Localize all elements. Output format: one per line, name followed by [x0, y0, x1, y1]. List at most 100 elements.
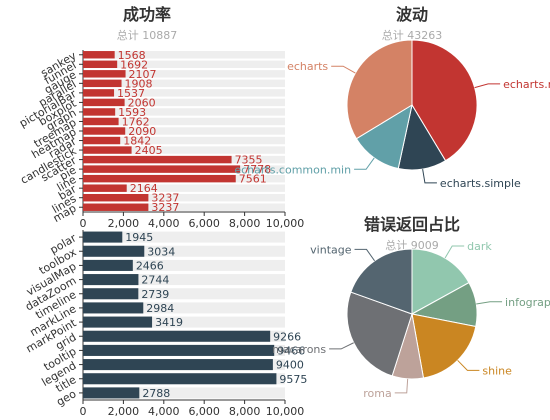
bar-background — [83, 98, 285, 107]
x-tick-label: 6,000 — [188, 405, 220, 418]
bar-background — [83, 302, 285, 314]
bar-background — [83, 136, 285, 145]
bar[interactable] — [83, 288, 139, 300]
bar[interactable] — [83, 108, 116, 116]
bar[interactable] — [83, 387, 140, 399]
bar[interactable] — [83, 316, 153, 328]
bar[interactable] — [83, 89, 115, 97]
bar[interactable] — [83, 203, 149, 211]
bar-value-label: 3237 — [151, 192, 179, 205]
bar-background — [83, 70, 285, 78]
bar[interactable] — [83, 330, 271, 342]
bar-value-label: 2984 — [146, 302, 174, 315]
pie-label-line — [474, 83, 501, 89]
pie-label-line — [331, 65, 356, 74]
pie-slice-label: roma — [363, 387, 391, 400]
bar-background — [83, 108, 285, 116]
bar-value-label: 9266 — [273, 330, 301, 343]
bar-value-label: 3237 — [151, 201, 179, 214]
x-tick-label: 2,000 — [108, 217, 140, 230]
bar-value-label: 2788 — [142, 387, 170, 400]
chart-title: 波动 — [396, 5, 428, 24]
pie-slice-label: echarts.m — [503, 78, 550, 91]
bar-background — [83, 60, 285, 69]
chart-title: 成功率 — [123, 5, 171, 24]
bar[interactable] — [83, 146, 132, 154]
pie-label-line — [354, 157, 375, 170]
bar[interactable] — [83, 60, 118, 69]
bar[interactable] — [83, 70, 126, 78]
bar-value-label: 3034 — [147, 245, 175, 258]
bar-background — [83, 288, 285, 300]
pie-label-line — [422, 169, 437, 184]
chart-title: 错误返回占比 — [364, 215, 460, 234]
bar[interactable] — [83, 359, 273, 371]
bar[interactable] — [83, 193, 149, 202]
bar[interactable] — [83, 51, 115, 59]
x-tick-label: 0 — [80, 405, 87, 418]
bar-background — [83, 184, 285, 192]
bar-value-label: 1762 — [122, 115, 150, 128]
pie-slice[interactable] — [411, 39, 478, 162]
bar-background — [83, 274, 285, 286]
pie-slice[interactable] — [346, 39, 413, 140]
bar-value-label: 2164 — [130, 182, 158, 195]
bar-background — [83, 193, 285, 202]
bar-value-label: 9575 — [279, 373, 307, 386]
bar[interactable] — [83, 274, 139, 286]
bar-value-label: 2744 — [141, 274, 169, 287]
bar[interactable] — [83, 79, 122, 88]
pie-slice-label: vintage — [310, 243, 352, 256]
bar-value-label: 7355 — [235, 154, 263, 167]
bar[interactable] — [83, 344, 275, 356]
pie-slice-label: macarons — [272, 343, 326, 356]
bar[interactable] — [83, 165, 241, 173]
pie-slice-label: echarts.simple — [440, 177, 521, 190]
bar[interactable] — [83, 117, 119, 126]
pie-label-line — [354, 248, 375, 262]
bar[interactable] — [83, 245, 145, 257]
bar[interactable] — [83, 98, 125, 107]
pie-label-line — [329, 342, 354, 350]
x-tick-label: 8,000 — [229, 217, 261, 230]
chart-subtitle: 总计 43263 — [382, 28, 443, 42]
bar-background — [83, 127, 285, 135]
bar-value-label: 1842 — [123, 135, 151, 148]
bar[interactable] — [83, 184, 127, 192]
bar[interactable] — [83, 302, 144, 314]
pie-slice-label: dark — [467, 240, 492, 253]
pie-label-line — [444, 245, 465, 259]
x-tick-label: 4,000 — [148, 405, 180, 418]
x-tick-label: 0 — [80, 217, 87, 230]
bar-value-label: 1692 — [120, 58, 148, 71]
chart-subtitle: 总计 10887 — [117, 28, 178, 42]
bar-background — [83, 259, 285, 271]
bar[interactable] — [83, 373, 277, 385]
bar-value-label: 1537 — [117, 87, 145, 100]
bar-background — [83, 51, 285, 59]
bar[interactable] — [83, 259, 133, 271]
bar-value-label: 2060 — [128, 96, 156, 109]
pie-label-line — [394, 378, 409, 394]
bar[interactable] — [83, 136, 121, 145]
bar-value-label: 2090 — [128, 125, 156, 138]
bar[interactable] — [83, 231, 123, 243]
bar-value-label: 1568 — [118, 49, 146, 62]
x-tick-label: 8,000 — [229, 405, 261, 418]
bar[interactable] — [83, 174, 236, 183]
bar-value-label: 1908 — [125, 77, 153, 90]
bar[interactable] — [83, 155, 232, 164]
pie-label-line — [476, 301, 503, 305]
bar-background — [83, 146, 285, 154]
pie-slice-label: shine — [482, 364, 512, 377]
bar[interactable] — [83, 127, 126, 135]
bar-background — [83, 89, 285, 97]
bar-background — [83, 245, 285, 257]
pie-slice[interactable] — [411, 248, 470, 315]
bar-value-label: 9466 — [277, 344, 305, 357]
bar-background — [83, 203, 285, 211]
x-tick-label: 10,000 — [266, 405, 305, 418]
